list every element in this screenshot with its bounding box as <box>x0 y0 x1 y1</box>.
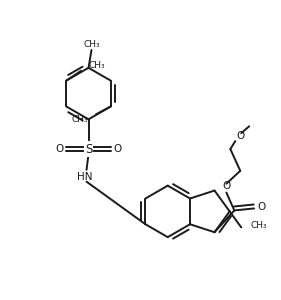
Text: CH₃: CH₃ <box>71 115 88 124</box>
Text: O: O <box>257 202 265 212</box>
Text: S: S <box>85 142 92 155</box>
Text: CH₃: CH₃ <box>250 221 267 230</box>
Text: O: O <box>236 131 244 141</box>
Text: CH₃: CH₃ <box>83 40 100 49</box>
Text: HN: HN <box>77 172 92 182</box>
Text: O: O <box>222 181 230 191</box>
Text: O: O <box>56 144 64 154</box>
Text: O: O <box>113 144 121 154</box>
Text: CH₃: CH₃ <box>89 61 106 70</box>
